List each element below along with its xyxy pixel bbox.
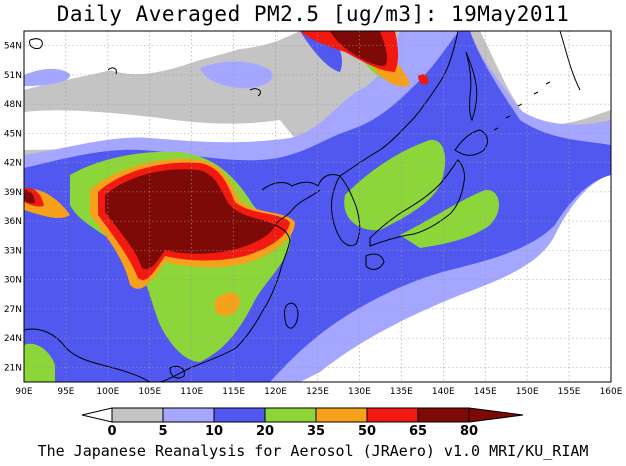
coastline-kamchatka — [559, 31, 581, 91]
lat-tick-label: 21N — [4, 363, 22, 373]
level-80-region — [330, 31, 388, 66]
lat-tick-label: 42N — [4, 159, 22, 169]
coastline-korea — [331, 175, 361, 247]
colorbar-segment — [315, 407, 368, 423]
coastline-kurils — [493, 81, 551, 131]
plot-frame — [23, 30, 612, 383]
coastline-japan-honshu — [369, 159, 465, 247]
coastline-taiwan — [284, 302, 299, 329]
lon-tick-label: 95E — [57, 387, 74, 397]
coastline-southeast-asia — [24, 328, 151, 382]
lat-tick-label: 39N — [4, 188, 22, 198]
lat-tick-label: 48N — [4, 100, 22, 110]
coastline-lake — [29, 38, 43, 49]
lat-tick-label: 36N — [4, 217, 22, 227]
lat-tick-label: 30N — [4, 276, 22, 286]
coastlines — [24, 31, 581, 382]
colorbar: 0 5 10 20 35 50 65 80 — [81, 407, 524, 439]
coastline-sakhalin — [465, 51, 478, 122]
colorbar-label: 20 — [256, 424, 274, 439]
gridlines — [24, 31, 611, 382]
lon-tick-label: 100E — [96, 387, 119, 397]
lon-tick-label: 145E — [474, 387, 497, 397]
level-35-region — [24, 343, 55, 382]
level-35-region — [344, 139, 446, 231]
coastline-hainan — [169, 365, 185, 379]
clear-region — [480, 31, 611, 125]
lon-tick-label: 115E — [222, 387, 245, 397]
clear-region — [110, 31, 280, 75]
lat-tick-label: 33N — [4, 246, 22, 256]
lon-tick-label: 105E — [138, 387, 161, 397]
lon-tick-label: 110E — [180, 387, 203, 397]
level-50-region — [215, 292, 240, 316]
level-80-region — [105, 169, 275, 270]
lon-tick-label: 150E — [516, 387, 539, 397]
lon-tick-label: 140E — [432, 387, 455, 397]
colorbar-segment — [366, 407, 419, 423]
coastline-japan-kyushu — [365, 253, 385, 270]
coastline-bohai — [261, 173, 341, 191]
lat-tick-label: 27N — [4, 305, 22, 315]
colorbar-segment — [417, 407, 470, 423]
colorbar-label: 35 — [307, 424, 325, 439]
lon-tick-label: 160E — [600, 387, 623, 397]
colorbar-label: 65 — [409, 424, 427, 439]
coastline-lake — [107, 67, 117, 75]
credit-line: The Japanese Reanalysis for Aerosol (JRA… — [37, 442, 589, 460]
colorbar-high-arrow — [468, 407, 524, 423]
lat-tick-label: 24N — [4, 334, 22, 344]
coastline-china — [159, 189, 321, 382]
longitude-axis: 90E 95E 100E 105E 110E 115E 120E 125E 130E 135E 14… — [15, 387, 622, 397]
colorbar-label: 0 — [107, 424, 116, 439]
colorbar-label: 80 — [460, 424, 478, 439]
colorbar-segment — [162, 407, 215, 423]
level-10-region — [24, 68, 71, 86]
latitude-axis: 54N 51N 48N 45N 42N 39N 36N 33N 30N 27N 24N 21N — [4, 42, 22, 374]
coastline-lake — [249, 88, 261, 97]
coastline-russia — [339, 31, 459, 177]
colorbar-label: 50 — [358, 424, 376, 439]
level-80-region — [24, 189, 35, 204]
lat-tick-label: 45N — [4, 129, 22, 139]
colorbar-segment — [264, 407, 317, 423]
lon-tick-label: 125E — [306, 387, 329, 397]
clear-region — [320, 240, 611, 382]
lat-tick-label: 54N — [4, 42, 22, 52]
lon-tick-label: 135E — [390, 387, 413, 397]
concentration-field — [24, 31, 611, 382]
level-35-region — [400, 189, 500, 248]
lon-tick-label: 90E — [15, 387, 32, 397]
clear-region — [24, 110, 300, 150]
colorbar-label: 10 — [205, 424, 223, 439]
coastline-japan-hokkaido — [454, 129, 488, 156]
colorbar-low-arrow — [81, 407, 113, 423]
colorbar-segment — [213, 407, 266, 423]
lon-tick-label: 130E — [348, 387, 371, 397]
map-title: Daily Averaged PM2.5 [ug/m3]: 19May2011 — [56, 2, 570, 26]
lon-tick-label: 155E — [558, 387, 581, 397]
level-65-region — [418, 74, 429, 85]
lat-tick-label: 51N — [4, 71, 22, 81]
colorbar-label: 5 — [158, 424, 167, 439]
lon-tick-label: 120E — [264, 387, 287, 397]
colorbar-segment — [111, 407, 164, 423]
